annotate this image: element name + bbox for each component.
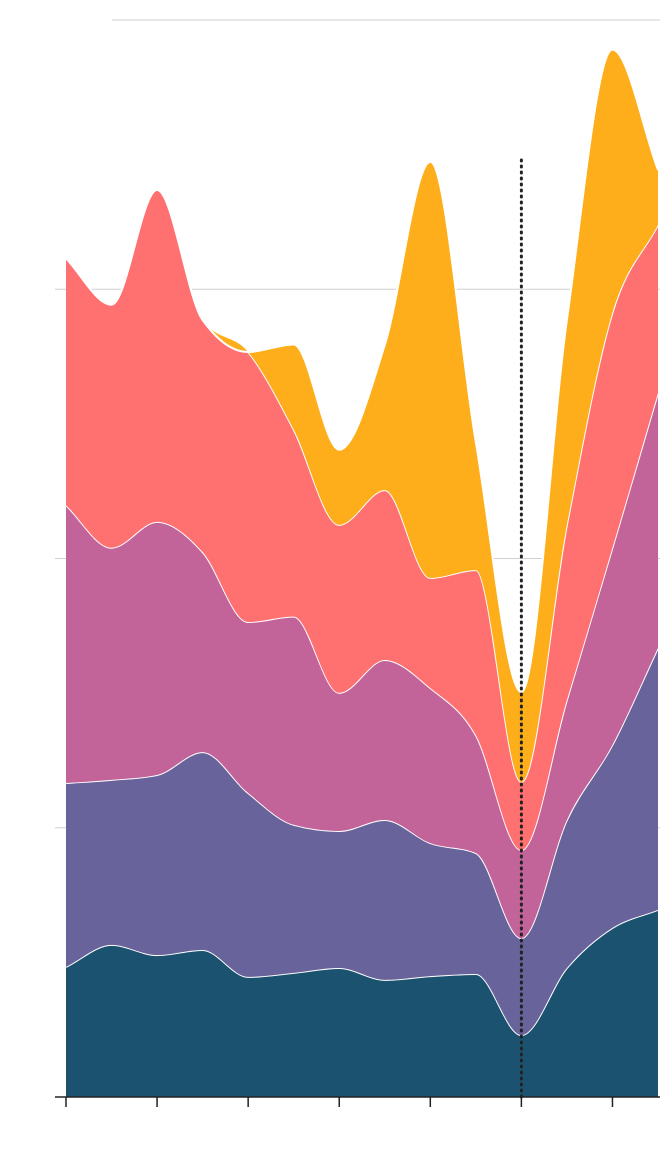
area-edge — [65, 48, 659, 694]
area — [66, 392, 658, 939]
area — [66, 909, 658, 1097]
area — [66, 647, 658, 1036]
area — [66, 189, 658, 851]
